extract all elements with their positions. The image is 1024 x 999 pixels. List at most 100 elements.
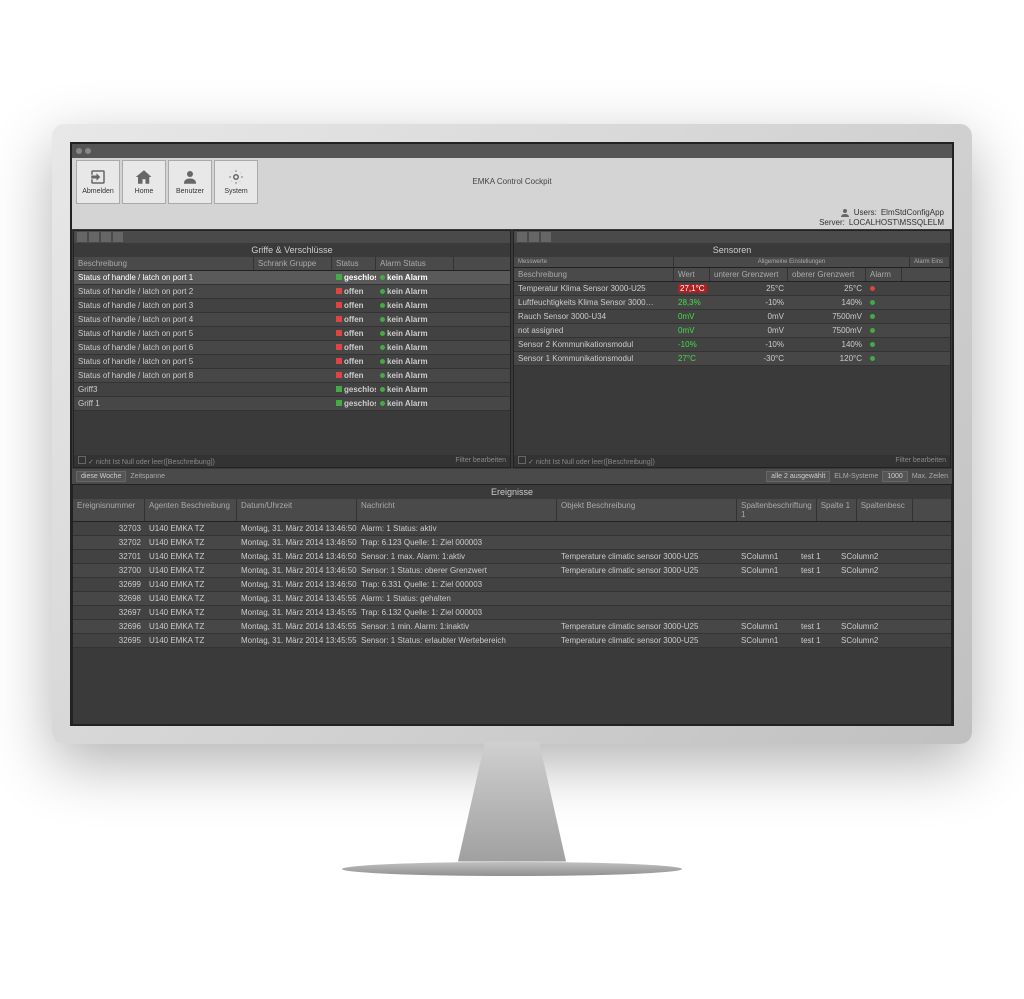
col-dt[interactable]: Datum/Uhrzeit	[237, 499, 357, 521]
col-obj[interactable]: Objekt Beschreibung	[557, 499, 737, 521]
user-button[interactable]: Benutzer	[168, 160, 212, 204]
table-row[interactable]: Griff 1geschlossenkein Alarm	[74, 397, 510, 411]
panel-icon[interactable]	[541, 232, 551, 242]
cell-desc: Sensor 2 Kommunikationsmodul	[514, 338, 674, 351]
cell-sp1	[797, 578, 837, 591]
home-button[interactable]: Home	[122, 160, 166, 204]
panel-icon[interactable]	[89, 232, 99, 242]
col-status[interactable]: Status	[332, 257, 376, 270]
cell-msg: Sensor: 1 max. Alarm: 1:aktiv	[357, 550, 557, 563]
panel-icon[interactable]	[517, 232, 527, 242]
table-row[interactable]: 32696U140 EMKA TZMontag, 31. März 2014 1…	[73, 620, 951, 634]
cell-alarm: kein Alarm	[376, 271, 454, 284]
status-dot-icon	[870, 342, 875, 347]
col-desc[interactable]: Beschreibung	[74, 257, 254, 270]
cell-c1: SColumn1	[737, 634, 797, 647]
col-upper[interactable]: oberer Grenzwert	[788, 268, 866, 281]
table-row[interactable]: Sensor 1 Kommunikationsmodul27°C-30°C120…	[514, 352, 950, 366]
home-icon	[135, 168, 153, 186]
table-row[interactable]: Status of handle / latch on port 5offenk…	[74, 355, 510, 369]
table-row[interactable]: Status of handle / latch on port 5offenk…	[74, 327, 510, 341]
table-row[interactable]: Status of handle / latch on port 3offenk…	[74, 299, 510, 313]
cell-group	[254, 369, 332, 382]
window-dot[interactable]	[76, 148, 82, 154]
table-row[interactable]: Sensor 2 Kommunikationsmodul-10%-10%140%	[514, 338, 950, 352]
cell-alarm: kein Alarm	[376, 369, 454, 382]
user-icon	[840, 208, 850, 218]
col-msg[interactable]: Nachricht	[357, 499, 557, 521]
table-row[interactable]: Status of handle / latch on port 4offenk…	[74, 313, 510, 327]
table-row[interactable]: 32702U140 EMKA TZMontag, 31. März 2014 1…	[73, 536, 951, 550]
window-dot[interactable]	[85, 148, 91, 154]
sub-settings: Allgemeine Einstellungen	[674, 257, 910, 267]
cell-alarm	[866, 296, 902, 309]
ereignisse-panel: Ereignisse Ereignisnummer Agenten Beschr…	[72, 484, 952, 726]
table-row[interactable]: 32699U140 EMKA TZMontag, 31. März 2014 1…	[73, 578, 951, 592]
col-lower[interactable]: unterer Grenzwert	[710, 268, 788, 281]
selection-select[interactable]: alle 2 ausgewählt	[766, 471, 830, 482]
max-input[interactable]: 1000	[882, 471, 908, 482]
col-desc[interactable]: Beschreibung	[514, 268, 674, 281]
cell-desc: Status of handle / latch on port 2	[74, 285, 254, 298]
cell-alarm	[866, 324, 902, 337]
lock-icon	[336, 288, 342, 294]
system-button[interactable]: System	[214, 160, 258, 204]
cell-status: offen	[332, 299, 376, 312]
table-row[interactable]: 32701U140 EMKA TZMontag, 31. März 2014 1…	[73, 550, 951, 564]
cell-agent: U140 EMKA TZ	[145, 550, 237, 563]
table-row[interactable]: Status of handle / latch on port 8offenk…	[74, 369, 510, 383]
cell-msg: Sensor: 1 Status: oberer Grenzwert	[357, 564, 557, 577]
filter-edit-link[interactable]: Filter bearbeiten	[895, 457, 946, 464]
table-row[interactable]: Luftfeuchtigkeits Klima Sensor 3000…28,3…	[514, 296, 950, 310]
sensoren-subheader: Messwerte Allgemeine Einstellungen Alarm…	[514, 257, 950, 268]
table-row[interactable]: Rauch Sensor 3000-U340mV0mV7500mV	[514, 310, 950, 324]
lock-icon	[336, 386, 342, 392]
col-sp1[interactable]: Spalte 1	[817, 499, 857, 521]
col-group[interactable]: Schrank Gruppe	[254, 257, 332, 270]
logout-icon	[89, 168, 107, 186]
col-alarm[interactable]: Alarm	[866, 268, 902, 281]
lock-icon	[336, 330, 342, 336]
griffe-title: Griffe & Verschlüsse	[74, 243, 510, 257]
table-row[interactable]: 32698U140 EMKA TZMontag, 31. März 2014 1…	[73, 592, 951, 606]
cell-desc: Griff 1	[74, 397, 254, 410]
cell-status: geschlossen	[332, 383, 376, 396]
panel-icon[interactable]	[113, 232, 123, 242]
col-num[interactable]: Ereignisnummer	[73, 499, 145, 521]
table-row[interactable]: Status of handle / latch on port 6offenk…	[74, 341, 510, 355]
logout-button[interactable]: Abmelden	[76, 160, 120, 204]
table-row[interactable]: 32697U140 EMKA TZMontag, 31. März 2014 1…	[73, 606, 951, 620]
status-dot-icon	[380, 303, 385, 308]
cell-upper: 7500mV	[788, 324, 866, 337]
filter-checkbox[interactable]	[78, 456, 86, 464]
col-sp2[interactable]: Spaltenbesc	[857, 499, 913, 521]
table-row[interactable]: 32700U140 EMKA TZMontag, 31. März 2014 1…	[73, 564, 951, 578]
col-alarm[interactable]: Alarm Status	[376, 257, 454, 270]
filter-edit-link[interactable]: Filter bearbeiten	[455, 457, 506, 464]
col-wert[interactable]: Wert	[674, 268, 710, 281]
status-dot-icon	[870, 286, 875, 291]
cell-wert: 27°C	[674, 352, 710, 365]
table-row[interactable]: 32703U140 EMKA TZMontag, 31. März 2014 1…	[73, 522, 951, 536]
cell-sp2: SColumn2	[837, 550, 893, 563]
status-dot-icon	[380, 401, 385, 406]
col-agent[interactable]: Agenten Beschreibung	[145, 499, 237, 521]
lock-icon	[336, 316, 342, 322]
table-row[interactable]: Status of handle / latch on port 2offenk…	[74, 285, 510, 299]
cell-alarm	[866, 352, 902, 365]
col-c1[interactable]: Spaltenbeschriftung 1	[737, 499, 817, 521]
cell-wert: 0mV	[674, 324, 710, 337]
filter-checkbox[interactable]	[518, 456, 526, 464]
table-row[interactable]: Temperatur Klima Sensor 3000-U2527,1°C25…	[514, 282, 950, 296]
table-row[interactable]: Status of handle / latch on port 1geschl…	[74, 271, 510, 285]
table-row[interactable]: 32695U140 EMKA TZMontag, 31. März 2014 1…	[73, 634, 951, 648]
panel-icon[interactable]	[77, 232, 87, 242]
server-value: LOCALHOST\MSSQLELM	[849, 218, 944, 227]
panel-icon[interactable]	[529, 232, 539, 242]
cell-sp2	[837, 522, 893, 535]
status-dot-icon	[380, 289, 385, 294]
table-row[interactable]: not assigned0mV0mV7500mV	[514, 324, 950, 338]
table-row[interactable]: Griff3geschlossenkein Alarm	[74, 383, 510, 397]
panel-icon[interactable]	[101, 232, 111, 242]
week-select[interactable]: diese Woche	[76, 471, 126, 482]
